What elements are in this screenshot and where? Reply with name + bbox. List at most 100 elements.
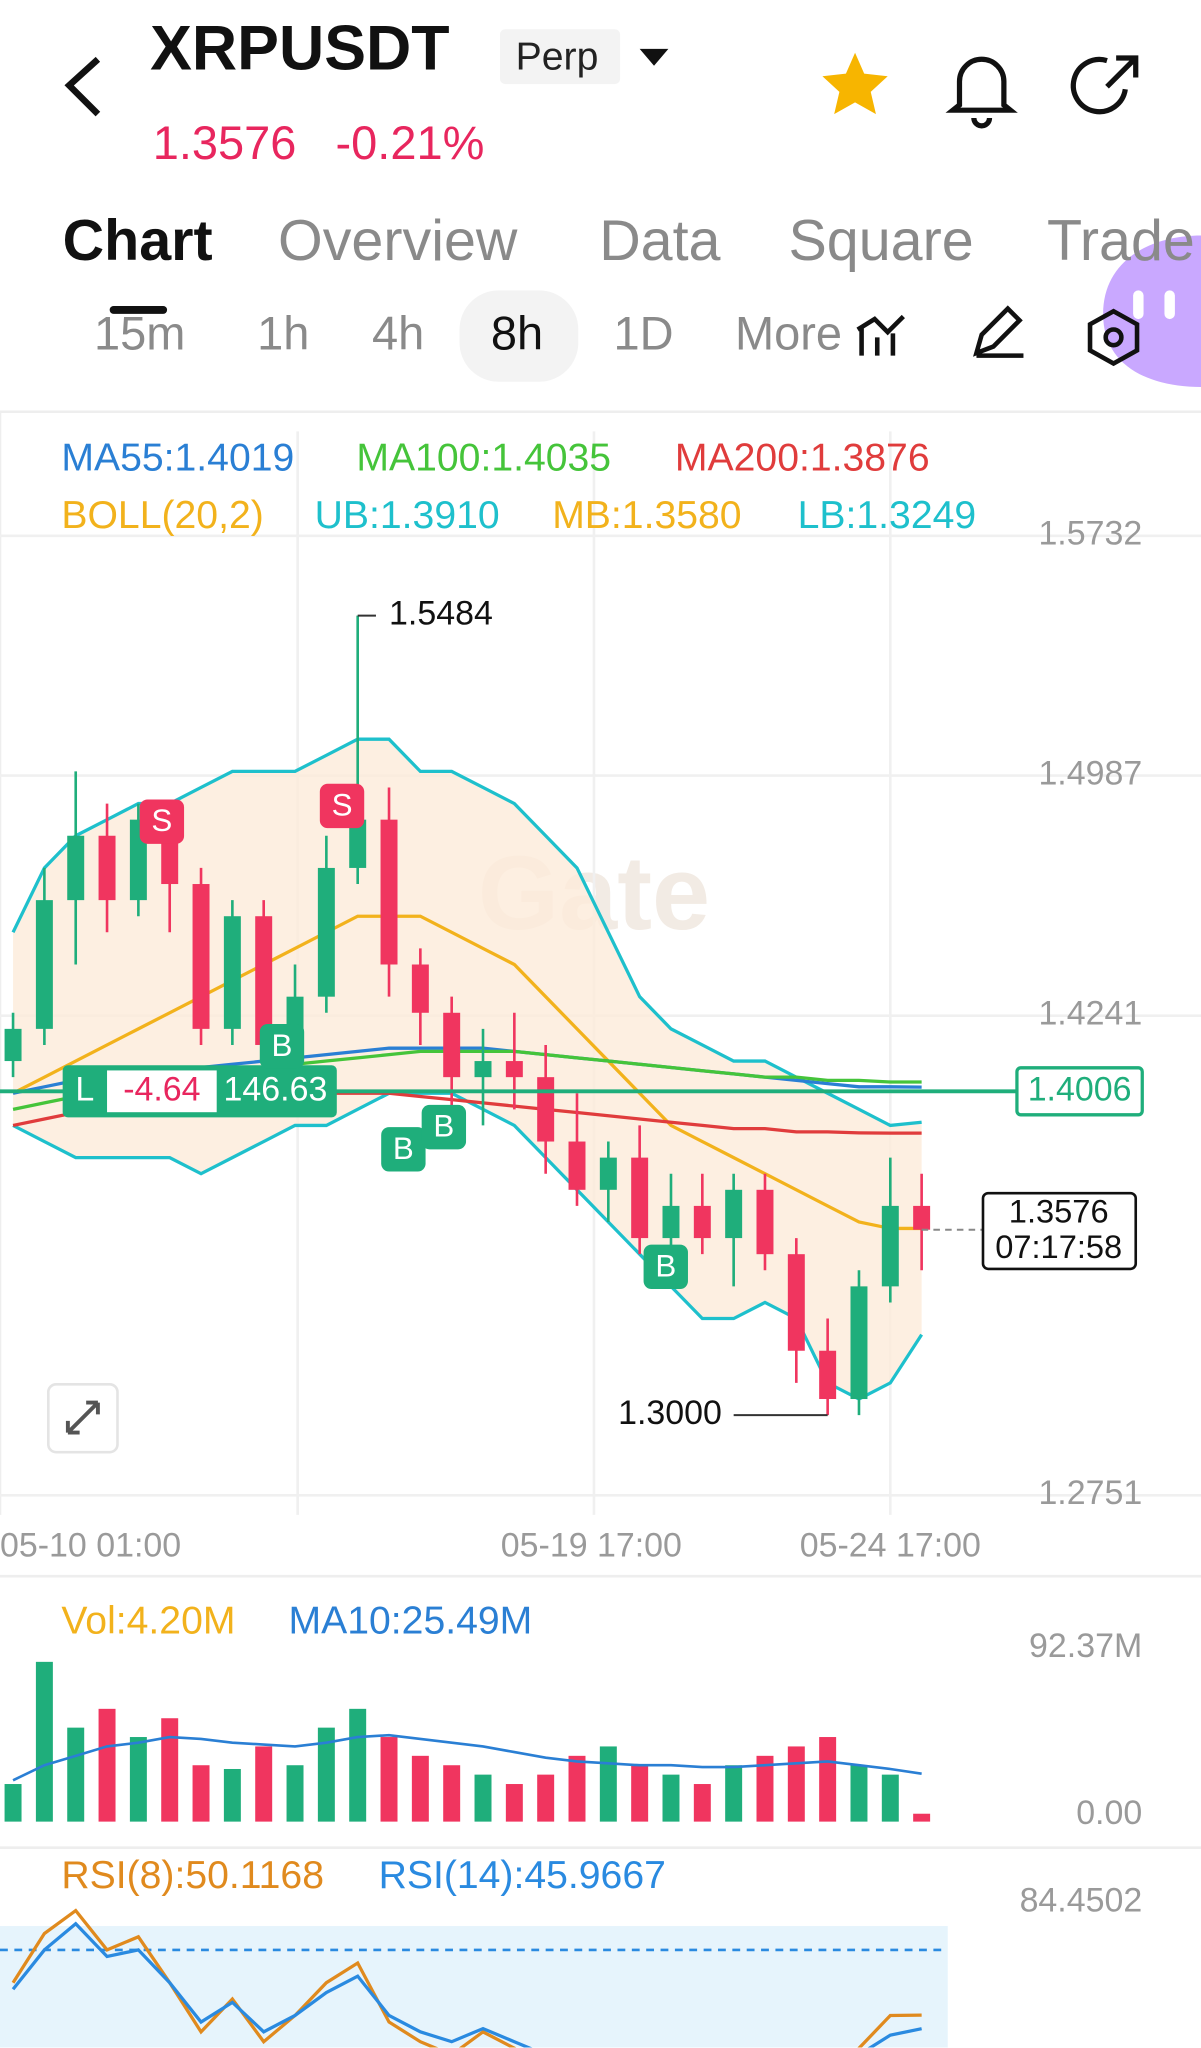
interval-selected-bg: [459, 290, 579, 382]
rsi-legend: RSI(14):45.9667: [379, 1854, 666, 1897]
tab[interactable]: Trade: [1047, 209, 1195, 273]
fullscreen-icon: [65, 1400, 100, 1435]
interval[interactable]: 8h: [491, 307, 543, 360]
trade-marker-label: B: [655, 1248, 676, 1283]
trade-marker: [319, 783, 365, 829]
volume-bar: [411, 1755, 429, 1822]
candle-body: [599, 1157, 617, 1190]
volume-bar: [850, 1765, 868, 1822]
candle-body: [192, 884, 210, 1029]
tab[interactable]: Data: [599, 209, 720, 273]
volume-legend: MA10:25.49M: [289, 1600, 533, 1643]
rsi-line: [11, 1921, 922, 2048]
candle-body: [317, 867, 335, 997]
candle-body: [568, 1141, 586, 1190]
interval[interactable]: More: [735, 307, 842, 360]
tab[interactable]: Chart: [63, 209, 213, 273]
x-tick-label: 05-24 17:00: [800, 1526, 981, 1564]
candle-body: [819, 1350, 837, 1400]
volume-bar: [380, 1737, 398, 1822]
rsi-legend: RSI(8):50.1168: [61, 1854, 324, 1897]
current-price-box: [981, 1191, 1138, 1271]
dropdown-icon[interactable]: [639, 48, 669, 66]
interval[interactable]: 15m: [94, 307, 185, 360]
volume-tick-label: 0.00: [1076, 1794, 1142, 1832]
candle-body: [850, 1286, 868, 1400]
position-pnl-bg: [107, 1070, 217, 1113]
candle-body: [693, 1205, 711, 1239]
alert-bell[interactable]: [945, 56, 1018, 129]
candle-body: [223, 916, 241, 1029]
tab-indicator: [109, 306, 168, 314]
trade-marker-label: S: [151, 803, 172, 838]
volume-bar: [223, 1768, 241, 1822]
trade-marker-label: S: [332, 788, 353, 823]
settings-icon[interactable]: [1087, 308, 1140, 367]
volume-bar: [67, 1727, 85, 1822]
candle-body: [913, 1205, 931, 1230]
candle-body: [255, 916, 273, 1045]
interval[interactable]: 1D: [614, 307, 674, 360]
volume-bar: [913, 1813, 931, 1822]
rsi-tick-label: 84.4502: [1020, 1882, 1143, 1920]
indicator-icon[interactable]: [856, 314, 905, 356]
position-side: L: [75, 1070, 94, 1108]
contract-badge[interactable]: [499, 29, 621, 85]
volume-bar: [693, 1784, 711, 1822]
boll-legend: BOLL(20,2): [61, 494, 263, 537]
volume-bar: [255, 1746, 273, 1822]
candle-body: [505, 1061, 523, 1078]
trade-marker: [421, 1104, 467, 1150]
trade-marker: [259, 1024, 305, 1069]
candle-body: [881, 1205, 899, 1287]
position-price-box: [1015, 1066, 1144, 1117]
volume-bar: [756, 1755, 774, 1822]
y-tick-label: 1.2751: [1038, 1474, 1142, 1512]
rsi-zone: [0, 1926, 948, 2048]
volume-bar: [474, 1774, 492, 1822]
volume-bar: [349, 1708, 367, 1822]
trade-marker: [381, 1127, 426, 1172]
ma-legend: MA55:1.4019: [61, 436, 294, 479]
volume-bar: [725, 1765, 743, 1822]
assistant-eye: [1164, 290, 1175, 320]
candle-body: [4, 1028, 22, 1062]
boll-legend: MB:1.3580: [552, 494, 741, 537]
candle-body: [349, 819, 367, 868]
position-size: 146.63: [224, 1070, 328, 1108]
favorite-star[interactable]: [822, 52, 888, 115]
assistant-bubble[interactable]: [1103, 235, 1201, 387]
candle-body: [756, 1189, 774, 1255]
candle-body: [725, 1189, 743, 1239]
symbol: XRPUSDT: [150, 13, 449, 83]
volume-bar: [98, 1708, 116, 1822]
interval[interactable]: 1h: [257, 307, 309, 360]
volume-bar: [443, 1765, 461, 1822]
countdown: 07:17:58: [995, 1228, 1122, 1265]
volume-bar: [505, 1784, 523, 1822]
y-tick-label: 1.4241: [1038, 995, 1142, 1033]
trade-marker: [643, 1244, 688, 1290]
draw-icon[interactable]: [973, 305, 1024, 358]
y-tick-label: 1.4987: [1038, 755, 1142, 793]
candle-body: [35, 900, 53, 1029]
price-change: -0.21%: [335, 116, 484, 169]
volume-ma-line: [12, 1733, 922, 1782]
back-button[interactable]: [64, 56, 101, 117]
assistant-eye: [1133, 290, 1144, 320]
volume-bar: [881, 1774, 899, 1822]
volume-bar: [787, 1746, 805, 1822]
candle-body: [662, 1205, 680, 1239]
position-pnl: -4.64: [123, 1070, 200, 1108]
interval[interactable]: 4h: [372, 307, 424, 360]
candle-body: [537, 1077, 555, 1142]
ma-legend: MA200:1.3876: [675, 436, 930, 479]
tab[interactable]: Square: [788, 209, 973, 273]
share-icon[interactable]: [1070, 55, 1139, 115]
volume-bar: [599, 1746, 617, 1822]
position-price: 1.4006: [1028, 1070, 1132, 1108]
boll-legend: UB:1.3910: [315, 494, 500, 537]
tab[interactable]: Overview: [278, 209, 518, 273]
contract[interactable]: Perp: [516, 36, 599, 79]
